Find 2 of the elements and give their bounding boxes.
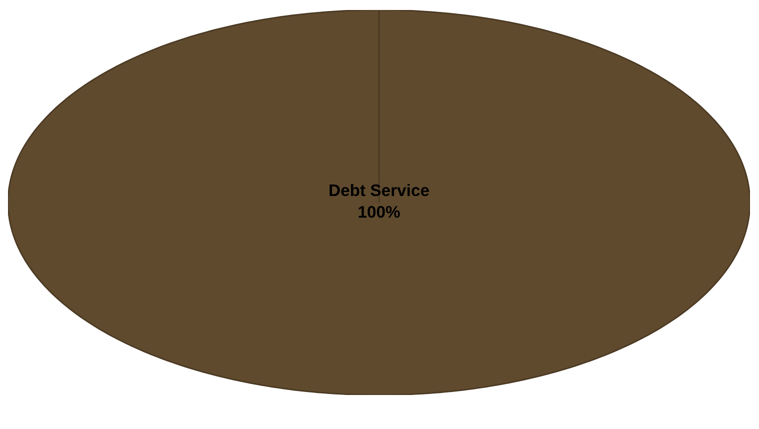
- data-label: 100%: [358, 206, 400, 218]
- slice-label: Debt Service: [330, 184, 429, 196]
